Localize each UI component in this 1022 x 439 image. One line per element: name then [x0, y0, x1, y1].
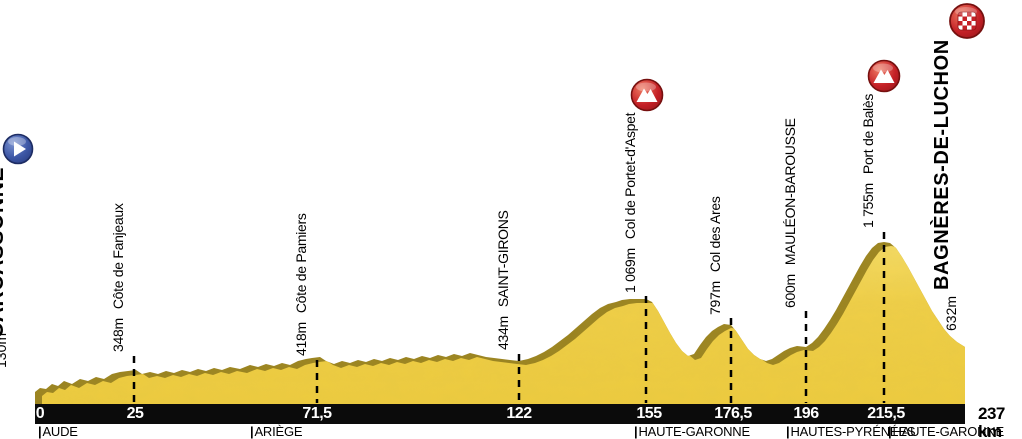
waypoint-label-mauleon-barousse: 600m MAULÉON-BAROUSSE — [782, 118, 798, 308]
waypoint-elevation: 434m — [495, 316, 511, 350]
department-haute-garonne-2: |HAUTE-GARONNE — [888, 424, 1004, 439]
department-boundary-mark: | — [634, 424, 638, 439]
waypoint-name: Port de Balès — [860, 93, 876, 175]
mountain-icon-portet-d-aspet — [630, 78, 664, 112]
km-tick-122: 122 — [506, 405, 532, 422]
stage-start-icon — [2, 133, 34, 165]
department-haute-garonne-1: |HAUTE-GARONNE — [634, 424, 750, 439]
start-elevation-label: 130m — [0, 332, 9, 368]
department-boundary-mark: | — [786, 424, 790, 439]
waypoint-elevation: 600m — [782, 274, 798, 308]
department-hautes-pyrenees: |HAUTES-PYRÉNÉES — [786, 424, 916, 439]
waypoint-name: SAINT-GIRONS — [495, 210, 511, 308]
waypoint-label-fanjeaux: 348m Côte de Fanjeaux — [110, 203, 126, 352]
department-ariege: |ARIÈGE — [250, 424, 303, 439]
waypoint-name: Côte de Pamiers — [293, 213, 309, 314]
waypoint-elevation: 348m — [110, 318, 126, 352]
waypoint-elevation: 797m — [707, 281, 723, 315]
department-aude: |AUDE — [38, 424, 78, 439]
distance-bar — [35, 404, 965, 424]
stage-finish-icon — [949, 3, 985, 39]
km-tick-71-5: 71,5 — [302, 405, 332, 422]
mountain-icon-port-de-bales — [867, 59, 901, 93]
department-boundary-mark: | — [250, 424, 254, 439]
waypoint-elevation: 1 069m — [622, 248, 638, 293]
waypoint-label-col-des-ares: 797m Col des Ares — [707, 196, 723, 315]
waypoint-name: Col des Ares — [707, 196, 723, 273]
waypoint-label-saint-girons: 434m SAINT-GIRONS — [495, 210, 511, 350]
total-distance-label: 237 km — [978, 404, 1005, 439]
waypoint-name: Col de Portet-d'Aspet — [622, 112, 638, 240]
km-tick-0: 0 — [35, 405, 45, 422]
waypoint-name: Côte de Fanjeaux — [110, 203, 126, 310]
department-boundary-mark: | — [38, 424, 42, 439]
waypoint-label-portet-d-aspet: 1 069m Col de Portet-d'Aspet — [622, 113, 638, 293]
department-boundary-mark: | — [888, 424, 892, 439]
km-tick-176-5: 176,5 — [714, 405, 752, 422]
km-tick-155: 155 — [636, 405, 662, 422]
finish-elevation-label: 632m — [943, 295, 959, 331]
km-tick-196: 196 — [793, 405, 819, 422]
waypoint-label-pamiers: 418m Côte de Pamiers — [293, 213, 309, 356]
finish-city-label: BAGNÈRES-DE-LUCHON — [931, 39, 953, 290]
km-tick-215-5: 215,5 — [867, 405, 905, 422]
waypoint-elevation: 418m — [293, 322, 309, 356]
km-tick-25: 25 — [126, 405, 144, 422]
waypoint-name: MAULÉON-BAROUSSE — [782, 118, 798, 266]
start-city-label: CARCASSONNE — [0, 166, 8, 338]
waypoint-dashlines — [132, 232, 886, 403]
waypoint-label-port-de-bales: 1 755m Port de Balès — [860, 94, 876, 228]
waypoint-elevation: 1 755m — [860, 183, 876, 228]
